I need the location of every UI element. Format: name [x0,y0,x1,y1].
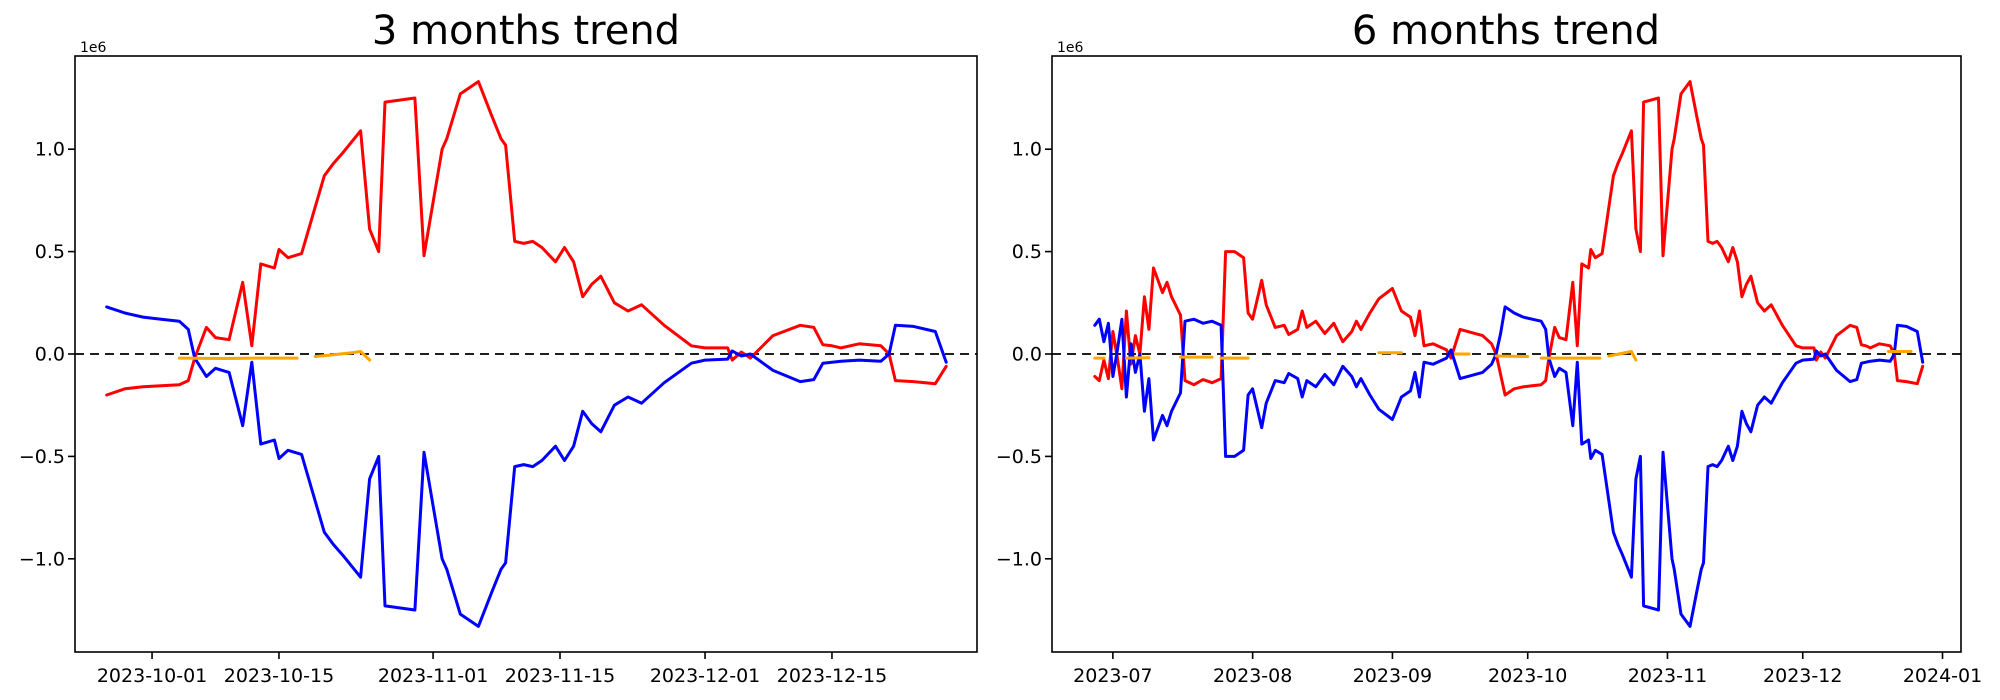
red-series-line [1093,80,1925,397]
y-tick-label: −0.5 [996,446,1042,468]
x-tick-label: 2023-10-01 [97,665,207,687]
y-axis-offset-label: 1e6 [80,40,107,56]
chart-title: 3 months trend [372,8,680,54]
x-tick-label: 2023-08 [1213,665,1292,687]
x-tick-label: 2023-12-15 [777,665,887,687]
orange-series-segment [1607,350,1638,362]
chart-6-months-trend: 6 months trend 1e6 2023-07 2023-08 2023-09… [996,8,1982,687]
plot-area: 2023-10-01 2023-10-15 2023-11-01 2023-11-15… [19,55,978,687]
x-tick-label: 2023-11-01 [378,665,488,687]
y-tick-label: 0.5 [35,241,65,263]
x-tick-label: 2023-10 [1488,665,1567,687]
y-tick-label: 0.5 [1012,241,1042,263]
y-tick-label: 1.0 [35,139,65,161]
blue-series-line [105,305,948,628]
orange-series-segment [313,350,372,362]
x-tick-label: 2023-07 [1073,665,1152,687]
y-tick-label: 0.0 [35,344,65,366]
x-tick-label: 2023-12-01 [650,665,760,687]
x-tick-label: 2023-11-15 [505,665,615,687]
y-axis-offset-label: 1e6 [1057,40,1084,56]
x-tick-label: 2023-12 [1763,665,1842,687]
chart-title: 6 months trend [1352,8,1660,54]
x-tick-label: 2023-10-15 [224,665,334,687]
chart-3-months-trend: 3 months trend 1e6 2023-10-01 2023-10-15 2… [19,8,978,687]
plot-area: 2023-07 2023-08 2023-09 2023-10 2023-11 2023-… [996,55,1982,687]
orange-series-segment [1494,354,1530,358]
y-tick-label: 1.0 [1012,139,1042,161]
x-tick-label: 2024-01 [1903,665,1982,687]
x-tick-label: 2023-11 [1628,665,1707,687]
y-tick-label: −1.0 [19,548,65,570]
red-series-line [105,80,948,397]
blue-series-line [1093,305,1925,628]
y-tick-label: −0.5 [19,446,65,468]
y-tick-label: −1.0 [996,548,1042,570]
x-tick-label: 2023-09 [1353,665,1432,687]
y-tick-label: 0.0 [1012,344,1042,366]
